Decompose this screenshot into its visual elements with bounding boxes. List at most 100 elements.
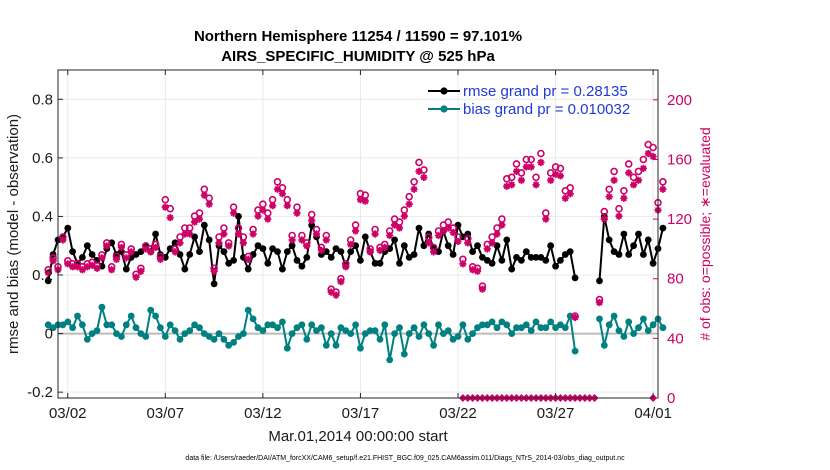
- obs-evaluated-point: [522, 163, 530, 171]
- obs-evaluated-point: [69, 263, 77, 271]
- obs-possible-point: [268, 195, 277, 204]
- rmse-point: [220, 248, 228, 256]
- rmse-point: [171, 239, 179, 247]
- bias-point: [464, 336, 472, 343]
- obs-possible-point: [415, 158, 423, 167]
- bias-point: [649, 321, 657, 329]
- obs-evaluated-point: [361, 197, 369, 205]
- rmse-point: [537, 254, 545, 261]
- obs-evaluated-point: [98, 254, 106, 262]
- bias-point: [444, 327, 452, 334]
- obs-evaluated-point: [571, 313, 579, 322]
- bias-point: [527, 327, 535, 334]
- obs-possible-point: [293, 203, 301, 211]
- obs-evaluated-point: [88, 261, 96, 269]
- rmse-point: [137, 248, 145, 256]
- bias-point: [503, 321, 511, 329]
- x-tick-label: 03/17: [342, 405, 380, 422]
- rmse-point: [566, 248, 574, 256]
- bias-point: [449, 336, 457, 343]
- bias-point: [400, 350, 408, 358]
- obs-evaluated-point: [649, 152, 657, 161]
- x-tick-label: 03/22: [439, 405, 477, 422]
- rmse-point: [610, 248, 618, 256]
- obs-evaluated-point: [210, 267, 218, 275]
- y-tick-label: 0: [45, 326, 53, 343]
- bias-point: [88, 330, 96, 337]
- obs-evaluated-point: [469, 266, 477, 274]
- rmse-point: [615, 251, 623, 258]
- bias-point: [254, 324, 262, 332]
- obs-evaluated-point: [127, 248, 135, 256]
- obs-possible-point: [507, 173, 516, 182]
- bias-point: [264, 321, 272, 329]
- bias-point: [376, 336, 384, 343]
- rmse-point: [283, 248, 291, 256]
- rmse-point: [488, 259, 496, 267]
- obs-evaluated-point: [200, 191, 208, 199]
- obs-evaluated-point: [239, 239, 247, 247]
- bias-point: [269, 321, 276, 329]
- bias-point: [488, 318, 496, 326]
- obs-evaluated-point: [395, 224, 404, 232]
- rmse-point: [635, 230, 642, 238]
- obs-evaluated-point: [317, 246, 326, 254]
- bias-point: [625, 318, 633, 326]
- obs-evaluated-point: [444, 224, 452, 232]
- bias-point: [600, 341, 608, 349]
- rmse-point: [420, 242, 428, 250]
- rmse-point: [625, 251, 633, 258]
- x-tick-label: 03/12: [244, 405, 282, 422]
- obs-evaluated-point: [420, 173, 428, 181]
- bias-point: [215, 330, 223, 337]
- bias-point: [230, 339, 238, 346]
- obs-possible-point: [615, 204, 623, 213]
- bias-point: [435, 321, 442, 329]
- rmse-point: [303, 254, 311, 261]
- rmse-point: [225, 259, 233, 267]
- obs-evaluated-point: [254, 212, 262, 220]
- obs-evaluated-point: [303, 242, 311, 250]
- rmse-point: [210, 280, 218, 288]
- right-y-tick-label: 80: [667, 271, 684, 288]
- obs-evaluated-point: [259, 206, 267, 214]
- bias-point: [474, 324, 481, 332]
- obs-possible-point: [620, 187, 628, 195]
- bias-point: [176, 336, 184, 343]
- rmse-point: [561, 251, 569, 258]
- rmse-point: [503, 236, 511, 244]
- rmse-point: [200, 221, 208, 229]
- bias-point: [181, 330, 189, 337]
- rmse-point: [644, 236, 652, 244]
- rmse-point: [196, 248, 203, 256]
- rmse-point: [435, 248, 442, 256]
- obs-evaluated-point: [478, 285, 486, 293]
- obs-evaluated-point: [298, 236, 306, 244]
- obs-evaluated-point: [108, 266, 116, 274]
- rmse-point: [132, 251, 140, 258]
- bias-point: [469, 330, 476, 337]
- obs-evaluated-point: [225, 242, 233, 250]
- obs-evaluated-point: [483, 245, 491, 253]
- rmse-point: [327, 254, 335, 261]
- rmse-point: [181, 265, 189, 273]
- obs-evaluated-point: [473, 267, 482, 275]
- obs-evaluated-point: [537, 158, 545, 167]
- bias-point: [425, 330, 433, 337]
- obs-evaluated-point: [551, 170, 560, 178]
- obs-evaluated-point: [605, 193, 613, 201]
- bias-point: [44, 321, 52, 329]
- obs-evaluated-point: [244, 255, 252, 263]
- bias-point: [79, 321, 86, 329]
- obs-evaluated-point: [249, 230, 257, 238]
- obs-evaluated-point: [410, 185, 418, 193]
- bias-point: [108, 321, 116, 329]
- obs-evaluated-point: [459, 260, 467, 268]
- obs-evaluated-point: [83, 263, 91, 271]
- obs-evaluated-point: [434, 231, 443, 240]
- rmse-point: [264, 259, 272, 267]
- bias-point: [64, 318, 72, 326]
- bias-point: [259, 327, 267, 334]
- rmse-point: [298, 262, 306, 270]
- rmse-point: [522, 248, 530, 256]
